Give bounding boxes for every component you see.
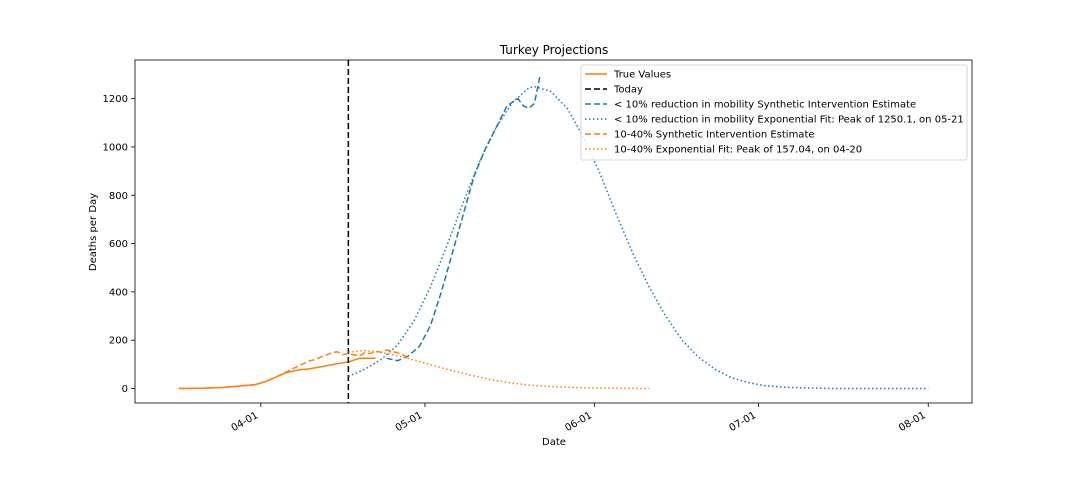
legend-label: Today — [613, 85, 643, 96]
y-axis-title: Deaths per Day — [88, 193, 99, 271]
legend-label: 10-40% Synthetic Intervention Estimate — [614, 130, 815, 141]
legend-label: True Values — [613, 70, 671, 81]
chart-title: Turkey Projections — [499, 43, 608, 57]
y-tick-label: 0 — [122, 384, 128, 395]
y-tick-label: 400 — [109, 287, 128, 298]
legend-label: 10-40% Exponential Fit: Peak of 157.04, … — [614, 145, 862, 156]
y-tick-label: 800 — [109, 191, 128, 202]
y-tick-label: 200 — [109, 336, 128, 347]
series-layer — [178, 60, 929, 403]
legend-label: < 10% reduction in mobility Synthetic In… — [614, 100, 916, 111]
x-axis-title: Date — [542, 437, 566, 448]
legend: True Values Today < 10% reduction in mobil… — [580, 64, 968, 161]
series-line-6 — [348, 349, 650, 390]
series-line-1 — [178, 357, 376, 390]
y-tick-label: 1000 — [103, 142, 128, 153]
legend-box — [580, 64, 968, 161]
y-tick-label: 1200 — [103, 94, 128, 105]
y-axis: 0 200 400 600 800 1000 1200 — [103, 94, 135, 395]
plot-area-frame — [134, 59, 973, 404]
y-tick-label: 600 — [109, 239, 128, 250]
legend-label: < 10% reduction in mobility Exponential … — [614, 115, 964, 126]
